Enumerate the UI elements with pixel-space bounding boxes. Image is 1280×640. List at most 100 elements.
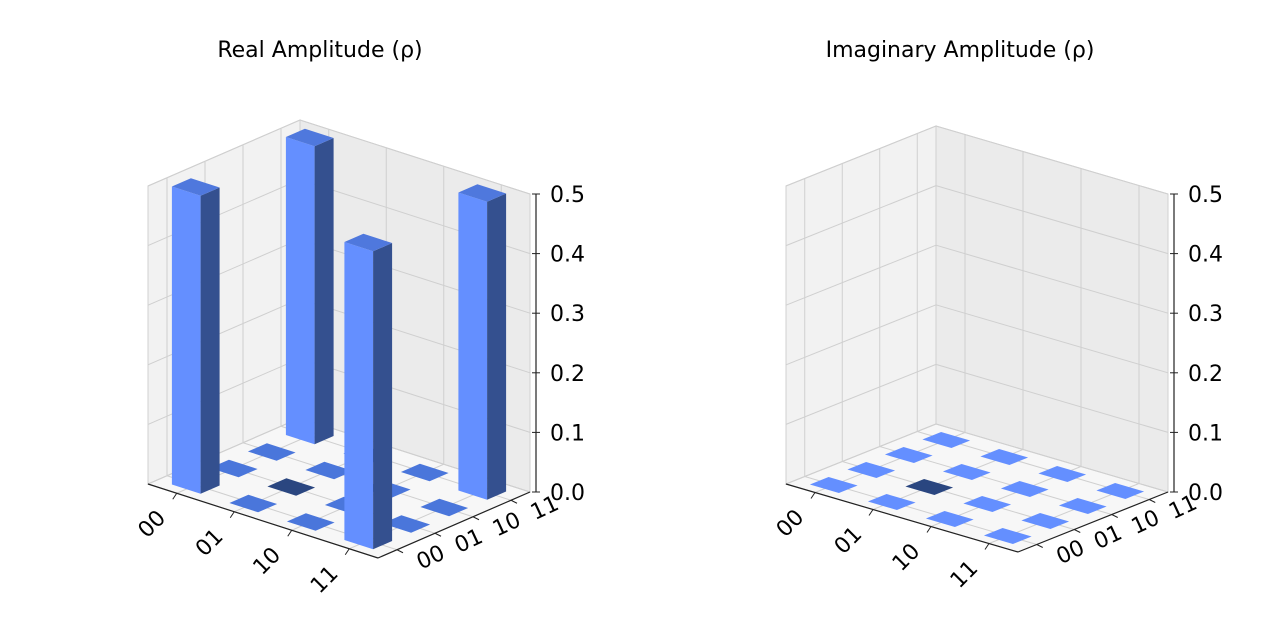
bar-00-10	[247, 443, 296, 461]
bar-zero-face	[925, 511, 974, 527]
column-axis-line	[1017, 491, 1169, 553]
bar-side-face	[487, 193, 507, 500]
bar-side-face	[314, 138, 334, 445]
bar-00-01	[847, 462, 896, 478]
bar-front-face	[285, 137, 315, 445]
gridline	[785, 125, 937, 187]
bar-10-01	[963, 496, 1012, 512]
gridline	[935, 363, 1169, 433]
column-tick-mark	[1036, 544, 1043, 548]
row-tick-mark	[984, 543, 990, 550]
bar-00-11	[922, 432, 971, 448]
left-pane	[785, 125, 937, 485]
z-tick-label: 0.5	[1188, 183, 1223, 208]
gridline	[785, 304, 937, 366]
bar-00-00	[171, 178, 220, 494]
bar-01-01	[905, 479, 954, 495]
bar-01-11	[980, 449, 1029, 465]
bar-zero-face	[963, 496, 1012, 512]
column-tick-mark	[510, 499, 518, 504]
bar-zero-face	[884, 447, 933, 463]
z-tick-label: 0.2	[1188, 362, 1223, 387]
bar-zero-face	[209, 459, 258, 478]
gridline	[935, 423, 1169, 493]
z-tick-label: 0.0	[1188, 481, 1223, 506]
z-tick-label: 0.2	[550, 362, 585, 387]
bar-01-10	[305, 461, 354, 480]
axes-panes	[784, 125, 1170, 553]
gridline	[299, 119, 531, 195]
bar-11-11	[458, 184, 507, 500]
gridline	[147, 119, 301, 187]
row-tick-label: 10	[888, 539, 925, 576]
column-axis-line	[377, 491, 531, 559]
row-tick-mark	[810, 492, 816, 499]
column-tick-mark	[1149, 499, 1156, 503]
row-axis-line	[785, 483, 1019, 553]
row-tick-label: 00	[772, 505, 809, 542]
z-tick-label: 0.1	[1188, 421, 1223, 446]
row-tick-mark	[926, 526, 932, 533]
column-tick-label: 00	[413, 541, 449, 575]
column-tick-label: 10	[1128, 505, 1164, 539]
bar-zero-face	[229, 494, 278, 513]
bar-11-10	[1058, 498, 1107, 514]
z-tick-label: 0.1	[550, 421, 585, 446]
bar-zero-face	[286, 513, 335, 531]
row-tick-label: 11	[306, 561, 343, 598]
row-tick-mark	[344, 548, 350, 556]
bar-01-01	[267, 478, 316, 496]
bar-01-10	[942, 464, 991, 480]
bar-10-11	[400, 463, 449, 482]
bar-zero-face	[1021, 513, 1070, 529]
bar-11-01	[382, 515, 431, 533]
bar-10-11	[1038, 466, 1087, 482]
gridline	[935, 125, 1169, 195]
row-tick-mark	[868, 509, 874, 516]
gridline	[935, 244, 1169, 314]
bar-zero-face	[922, 432, 971, 448]
real-amplitude-plot: Real Amplitude (ρ) 0.00.10.20.30.40.500 0…	[134, 38, 585, 599]
z-tick-labels: 0.0 0.1 0.2 0.3 0.4 0.5	[1170, 183, 1223, 506]
bar-zero-face	[980, 449, 1029, 465]
gridline	[785, 423, 937, 485]
bar-zero-face	[983, 528, 1032, 544]
bar-zero-face	[247, 443, 296, 461]
bar-01-00	[229, 494, 278, 513]
bar-11-11	[1096, 483, 1145, 499]
axis-lines	[785, 194, 1175, 553]
bar-zero-face	[1096, 483, 1145, 499]
z-tick-labels: 0.0 0.1 0.2 0.3 0.4 0.5	[532, 183, 585, 506]
gridline	[785, 244, 937, 306]
column-tick-mark	[472, 516, 480, 521]
column-tick-label: 10	[489, 508, 525, 542]
row-tick-label: 01	[191, 524, 228, 561]
bar-zero-face	[847, 462, 896, 478]
real-amplitude-title: Real Amplitude (ρ)	[217, 38, 422, 63]
bar-01-00	[867, 494, 916, 510]
row-axis-line	[147, 483, 379, 559]
z-tick-label: 0.3	[1188, 302, 1223, 327]
gridline	[785, 363, 937, 425]
row-tick-mark	[287, 529, 293, 537]
column-tick-label: 01	[451, 524, 487, 558]
z-tick-label: 0.3	[550, 302, 585, 327]
bar-zero-face	[809, 477, 858, 493]
column-tick-label: 01	[1090, 520, 1126, 554]
row-tick-label: 00	[134, 506, 171, 543]
bar-top-face	[344, 233, 393, 252]
row-tick-label: 11	[946, 556, 983, 593]
bar-11-00	[983, 528, 1032, 544]
column-tick-mark	[1074, 529, 1081, 533]
bar-zero-face	[267, 478, 316, 496]
bars	[809, 432, 1145, 544]
bar-front-face	[344, 242, 374, 550]
gridline	[785, 185, 937, 247]
row-tick-mark	[172, 492, 178, 500]
z-tick-label: 0.4	[550, 243, 585, 268]
bar-zero-face	[420, 498, 469, 517]
bar-top-face	[171, 178, 220, 196]
bar-top-face	[285, 128, 334, 147]
bar-00-00	[809, 477, 858, 493]
